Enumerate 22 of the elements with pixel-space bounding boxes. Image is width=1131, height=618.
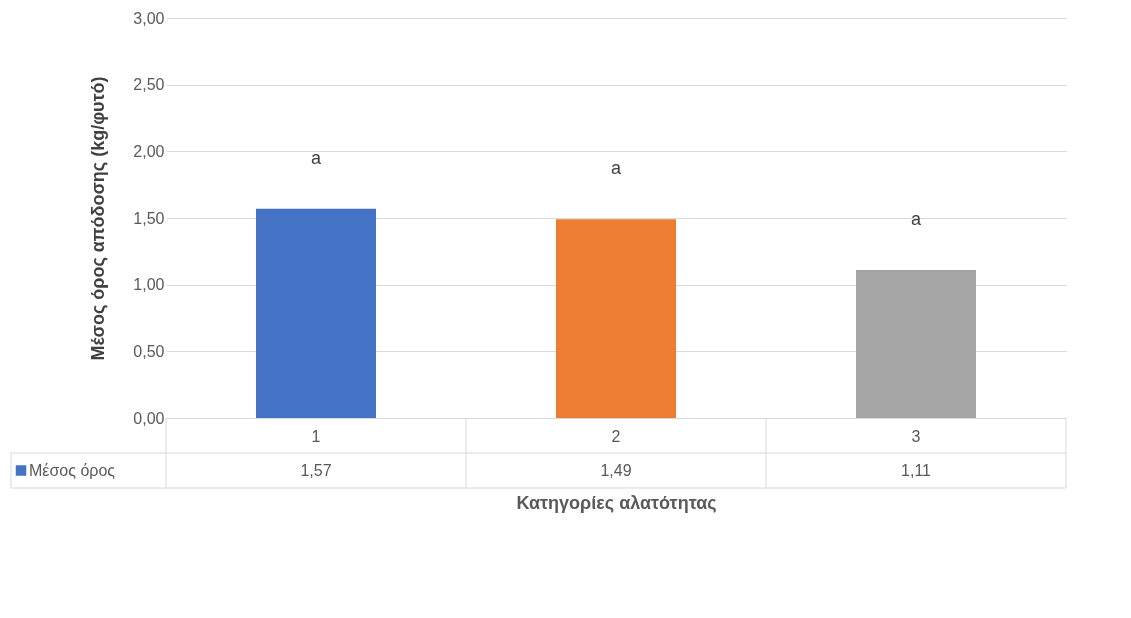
x-tick-label: 3	[911, 427, 921, 445]
bar	[256, 208, 376, 418]
data-label: 1,49	[600, 461, 632, 479]
y-tick-label: 2,50	[133, 76, 165, 94]
annotation: a	[910, 209, 922, 229]
annotation: a	[310, 147, 322, 168]
annotation: a	[610, 158, 622, 179]
y-tick-label: 1,00	[133, 276, 165, 294]
y-axis-title: Μέσος όρος απόδοσης (kg/φυτό)	[88, 76, 109, 361]
y-tick-label: 2,00	[133, 142, 165, 160]
bar	[556, 219, 676, 418]
x-tick-label: 2	[611, 427, 621, 445]
y-tick-label: 3,00	[133, 9, 165, 27]
y-tick-label: 0,50	[133, 342, 165, 360]
data-label: 1,57	[300, 461, 332, 479]
legend-label: Μέσος όρος	[29, 461, 116, 479]
y-tick-label: 1,50	[133, 209, 165, 227]
bar	[856, 270, 976, 418]
y-tick-label: 0,00	[133, 409, 165, 427]
data-label: 1,11	[901, 461, 932, 479]
x-axis-title: Κατηγορίες αλατότητας	[516, 492, 717, 513]
x-tick-label: 1	[311, 427, 321, 445]
